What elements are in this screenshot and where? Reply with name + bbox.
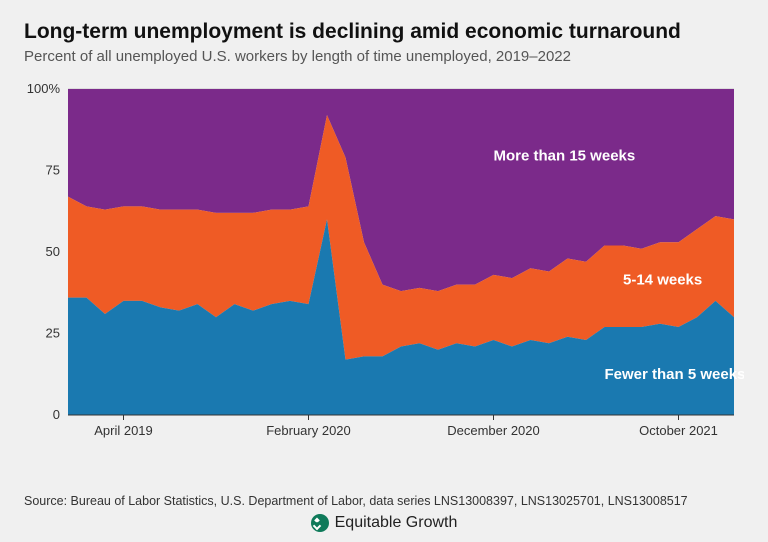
svg-text:December 2020: December 2020 <box>447 423 540 438</box>
brand-logo-icon <box>311 514 329 532</box>
brand-name: Equitable Growth <box>335 514 458 532</box>
series-label: 5-14 weeks <box>623 272 702 289</box>
source-text: Source: Bureau of Labor Statistics, U.S.… <box>24 494 744 508</box>
svg-text:75: 75 <box>46 163 60 178</box>
svg-text:25: 25 <box>46 326 60 341</box>
series-label: Fewer than 5 weeks <box>605 366 745 383</box>
chart-title: Long-term unemployment is declining amid… <box>24 20 744 44</box>
brand-footer: Equitable Growth <box>24 514 744 532</box>
chart-subtitle: Percent of all unemployed U.S. workers b… <box>24 48 744 65</box>
svg-text:0: 0 <box>53 407 60 422</box>
svg-text:October 2021: October 2021 <box>639 423 718 438</box>
svg-text:100%: 100% <box>27 83 61 96</box>
svg-text:February 2020: February 2020 <box>266 423 351 438</box>
stacked-area-chart: 0 25 50 75 100% April 2019 February 2020 Decemb… <box>24 83 744 443</box>
chart-area: 0 25 50 75 100% April 2019 February 2020 Decemb… <box>24 83 744 484</box>
svg-text:April 2019: April 2019 <box>94 423 153 438</box>
svg-text:50: 50 <box>46 244 60 259</box>
series-label: More than 15 weeks <box>494 148 636 165</box>
